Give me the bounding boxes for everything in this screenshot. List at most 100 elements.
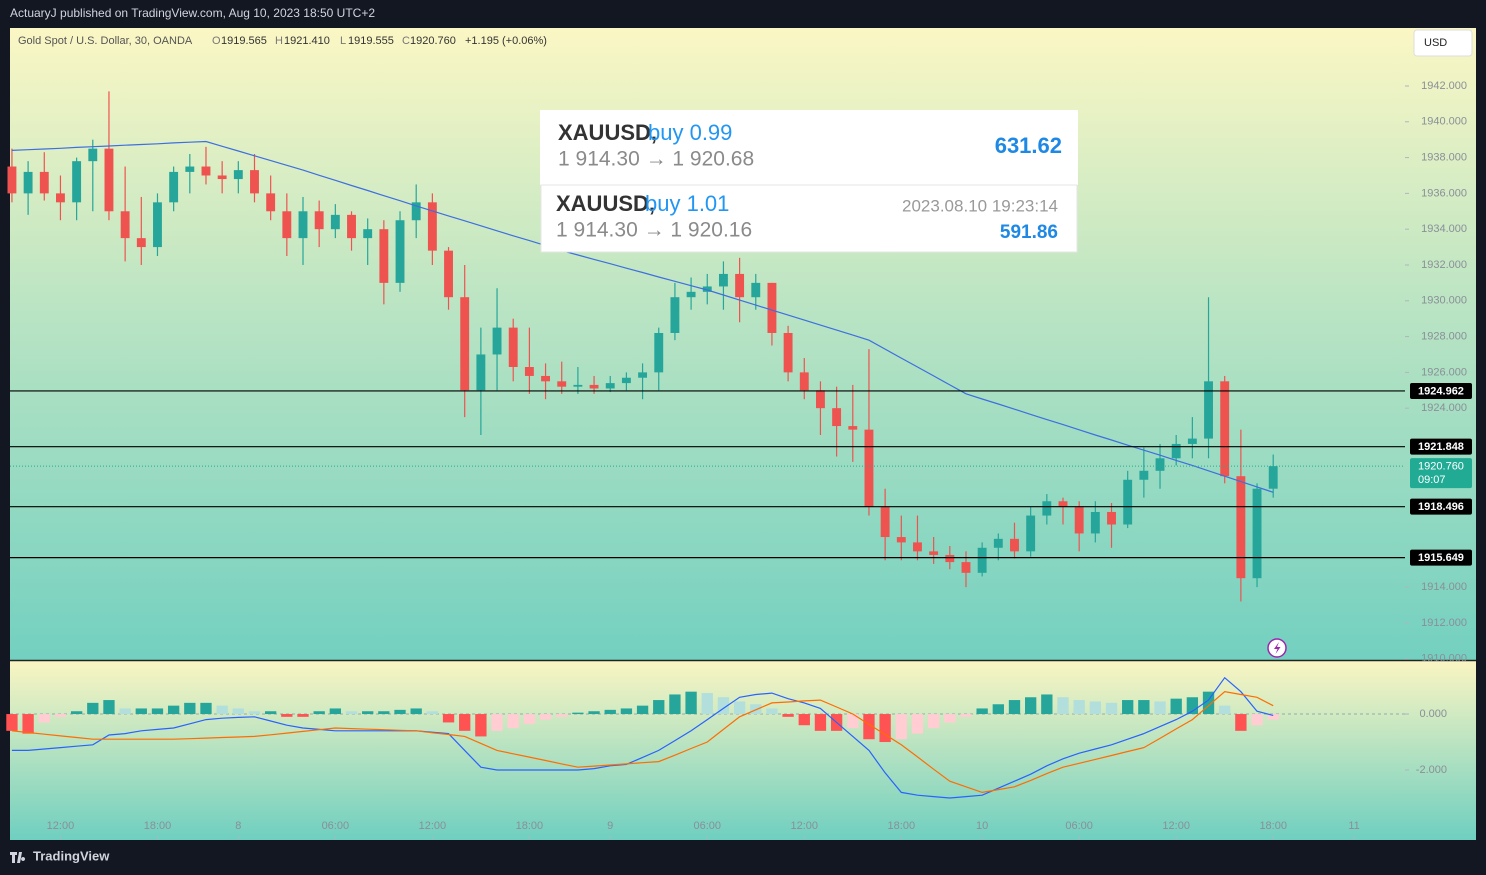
histogram-bar <box>766 708 778 715</box>
histogram-bar <box>232 708 244 715</box>
legend-value: 1921.410 <box>284 35 330 47</box>
histogram-bar <box>620 708 633 715</box>
x-tick-label: 06:00 <box>693 820 721 832</box>
trade-side: buy 1.01 <box>645 191 729 216</box>
histogram-bar <box>1219 705 1231 715</box>
trade-card: XAUUSD, buy 0.99 1 914.30 → 1 920.68 631… <box>540 110 1078 185</box>
candle-body <box>39 171 49 194</box>
legend-symbol: Gold Spot / U.S. Dollar, 30, OANDA <box>18 35 193 47</box>
histogram-bar <box>960 714 972 717</box>
histogram-bar <box>329 708 342 715</box>
last-price-label: 1920.760 <box>1418 461 1464 473</box>
candle-body <box>330 214 340 230</box>
currency-button[interactable]: USD <box>1413 29 1473 57</box>
countdown: 09:07 <box>1418 474 1446 486</box>
x-tick-label: 12:00 <box>1162 820 1190 832</box>
candle-body <box>411 202 421 221</box>
candle-body <box>1042 501 1052 516</box>
histogram-bar <box>750 704 762 715</box>
price-line-tag <box>1410 498 1472 515</box>
moving-average <box>11 140 1274 493</box>
candle-body <box>266 193 276 212</box>
plot: 1942.000 1940.000 1938.000 1936.000 1934.000… <box>6 80 1472 839</box>
candle-body <box>508 327 518 367</box>
trade-box <box>540 110 1078 185</box>
candle-body <box>1139 470 1149 480</box>
candle-body <box>1155 458 1165 471</box>
y-tick-label: 1942.000 <box>1421 80 1467 92</box>
histogram-bar <box>442 714 455 723</box>
histogram-bar <box>475 714 487 737</box>
histogram-bar <box>119 708 131 715</box>
legend-change: +1.195 (+0.06%) <box>465 35 547 47</box>
histogram-bar <box>1057 697 1069 715</box>
y-tick-label: 1926.000 <box>1421 366 1467 378</box>
price-line-tag <box>1410 382 1472 399</box>
candle-body <box>104 148 114 212</box>
candle-body <box>476 354 486 391</box>
alert-icon[interactable] <box>1267 638 1287 658</box>
price-line-tag <box>1410 438 1472 455</box>
currency-box[interactable] <box>1413 29 1473 57</box>
candle-body <box>654 332 664 373</box>
histogram-bar <box>1041 694 1053 715</box>
signal-line <box>11 691 1274 794</box>
candle-body <box>250 170 259 194</box>
legend-label: H <box>275 35 283 47</box>
candle-body <box>1058 501 1068 507</box>
candle-body <box>913 542 922 552</box>
candle-body <box>314 211 324 230</box>
x-tick-label: 06:00 <box>322 820 350 832</box>
trade-side: buy 0.99 <box>648 120 732 145</box>
candle-body <box>363 229 373 239</box>
histogram-bar <box>394 709 406 715</box>
candle-body <box>961 562 971 573</box>
x-tick-label: 06:00 <box>1065 820 1093 832</box>
y-tick-label: 1934.000 <box>1421 223 1467 235</box>
candle-body <box>1220 381 1230 477</box>
histogram-bar <box>1073 700 1085 715</box>
histogram-bar <box>701 693 713 715</box>
histogram-bar <box>151 708 164 715</box>
histogram-bar <box>1202 691 1215 715</box>
candle-body <box>1187 438 1197 444</box>
histogram-bar <box>733 701 746 715</box>
trade-profit: 591.86 <box>1000 222 1058 243</box>
histogram-bar <box>976 708 988 715</box>
histogram-bar <box>847 714 859 729</box>
histogram-bar <box>798 714 810 726</box>
y-tick-label: 1940.000 <box>1421 116 1467 128</box>
currency-label[interactable]: USD <box>1424 37 1447 49</box>
candle-body <box>1252 488 1262 579</box>
histogram-bar <box>1122 700 1134 715</box>
histogram-bar <box>523 714 536 724</box>
histogram-bar <box>491 714 503 731</box>
y-tick-label: 0.000 <box>1419 708 1447 720</box>
macd-pane <box>10 661 1476 840</box>
histogram-bar <box>1025 697 1037 715</box>
histogram-bar <box>1186 697 1199 715</box>
histogram-bar <box>572 712 584 715</box>
candle-body <box>751 282 761 298</box>
candle-body <box>460 297 470 391</box>
candle-body <box>298 211 308 239</box>
candle-body <box>1236 476 1246 579</box>
histogram-bar <box>1154 701 1166 715</box>
price-line-label: 1918.496 <box>1418 501 1464 513</box>
candle-body <box>816 390 825 409</box>
candle-body <box>185 166 195 172</box>
last-price-tag <box>1410 458 1472 489</box>
x-tick-label: 18:00 <box>1259 820 1287 832</box>
histogram-bar <box>38 714 50 723</box>
histogram-bar <box>588 711 600 715</box>
histogram-bar <box>410 708 422 715</box>
candle-body <box>670 297 680 333</box>
x-tick-label: 12:00 <box>47 820 75 832</box>
candle-body <box>1074 506 1084 534</box>
y-tick-label: 1938.000 <box>1421 151 1467 163</box>
x-tick-label: 10 <box>976 820 988 832</box>
alert-bolt[interactable] <box>1274 642 1281 654</box>
trade-time: 2023.08.10 19:23:14 <box>902 196 1058 215</box>
x-tick-label: 18:00 <box>144 820 172 832</box>
candle-body <box>799 372 809 391</box>
